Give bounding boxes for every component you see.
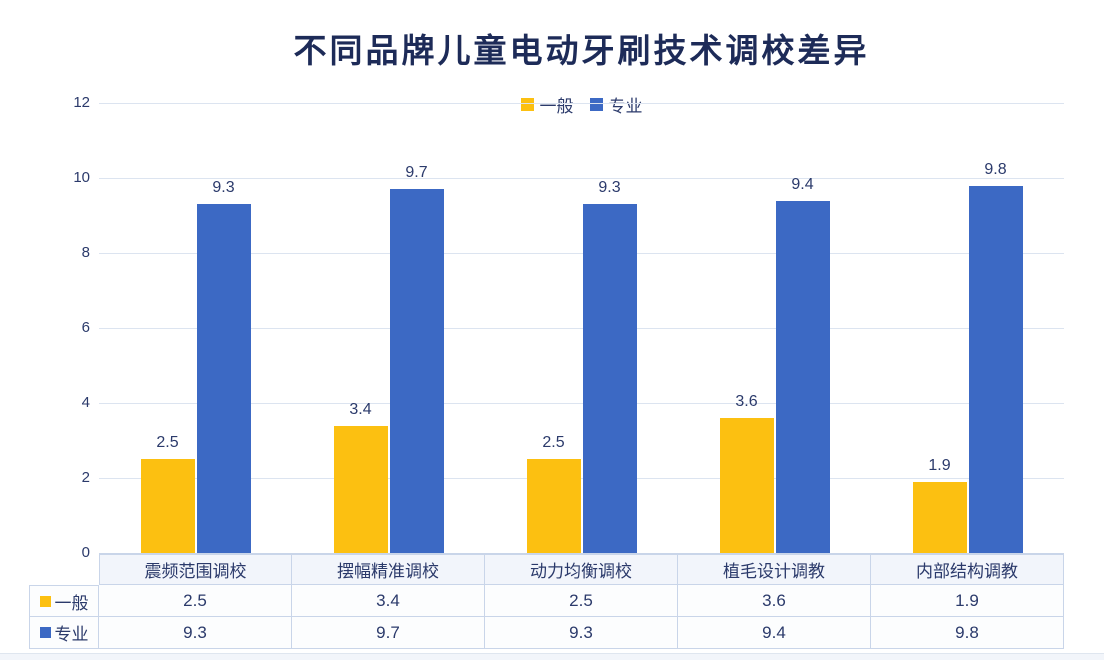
table-key-label-professional: 专业 [54,625,89,644]
bar-label-general-4: 1.9 [928,456,951,474]
bar-label-professional-4: 9.8 [984,160,1007,178]
table-value-professional-3: 9.4 [678,617,871,649]
data-table: 震频范围调校 摆幅精准调校 动力均衡调校 植毛设计调教 内部结构调教一般 2.5 3.4 2.… [29,554,1064,649]
bar-label-general-0: 2.5 [156,434,179,452]
bar-general-1 [333,425,388,553]
legend-item-professional: 专业 [589,92,643,117]
legend-swatch-general-icon [520,98,534,111]
table-row-key-professional: 专业 [29,617,99,649]
table-corner-cell [29,554,99,585]
bar-label-professional-3: 9.4 [791,175,814,193]
y-tick-label-8: 8 [81,244,90,261]
legend-label-general: 一般 [539,97,574,116]
bar-general-3 [719,418,774,553]
table-row-key-general: 一般 [29,585,99,617]
gridline-10 [99,178,1064,179]
bar-professional-3 [775,200,830,553]
bar-general-2 [526,459,581,553]
gridline-8 [99,253,1064,254]
table-value-general-0: 2.5 [99,585,292,617]
bar-label-professional-2: 9.3 [598,179,621,197]
bar-label-general-2: 2.5 [542,434,565,452]
table-value-general-3: 3.6 [678,585,871,617]
table-key-swatch-general-icon [39,595,51,607]
table-category-header-4: 内部结构调教 [871,554,1064,585]
legend-label-professional: 专业 [608,97,643,116]
chart-title: 不同品牌儿童电动牙刷技术调校差异 [293,34,870,70]
bar-general-0 [140,459,195,553]
gridline-6 [99,328,1064,329]
legend-item-general: 一般 [520,92,574,117]
table-category-header-1: 摆幅精准调校 [292,554,485,585]
table-value-professional-2: 9.3 [485,617,678,649]
bar-general-4 [912,481,967,553]
table-value-general-2: 2.5 [485,585,678,617]
bar-professional-2 [582,204,637,553]
y-tick-label-0: 0 [81,544,90,561]
y-tick-label-12: 12 [73,94,90,111]
legend-swatch-professional-icon [589,98,603,111]
y-tick-label-2: 2 [81,469,90,486]
y-tick-label-10: 10 [73,169,90,186]
gridline-12 [99,103,1064,104]
table-value-professional-0: 9.3 [99,617,292,649]
page-bottom-edge [0,653,1104,660]
table-value-professional-1: 9.7 [292,617,485,649]
bar-label-general-1: 3.4 [349,400,372,418]
bar-professional-0 [196,204,251,553]
gridline-4 [99,403,1064,404]
table-category-header-2: 动力均衡调校 [485,554,678,585]
y-tick-label-4: 4 [81,394,90,411]
table-value-general-1: 3.4 [292,585,485,617]
table-value-professional-4: 9.8 [871,617,1064,649]
table-value-general-4: 1.9 [871,585,1064,617]
table-key-label-general: 一般 [54,593,89,613]
bar-professional-4 [968,185,1023,553]
table-key-swatch-professional-icon [39,627,51,638]
bar-professional-1 [389,189,444,553]
gridline-2 [99,478,1064,479]
bar-label-general-3: 3.6 [735,393,758,410]
table-category-header-0: 震频范围调校 [99,554,292,585]
table-category-header-3: 植毛设计调教 [678,554,871,585]
chart-legend: 一般 专业 [99,92,1064,117]
y-tick-label-6: 6 [81,319,90,336]
bar-label-professional-0: 9.3 [212,179,235,197]
x-axis-baseline [99,553,1064,554]
bar-label-professional-1: 9.7 [405,164,428,182]
